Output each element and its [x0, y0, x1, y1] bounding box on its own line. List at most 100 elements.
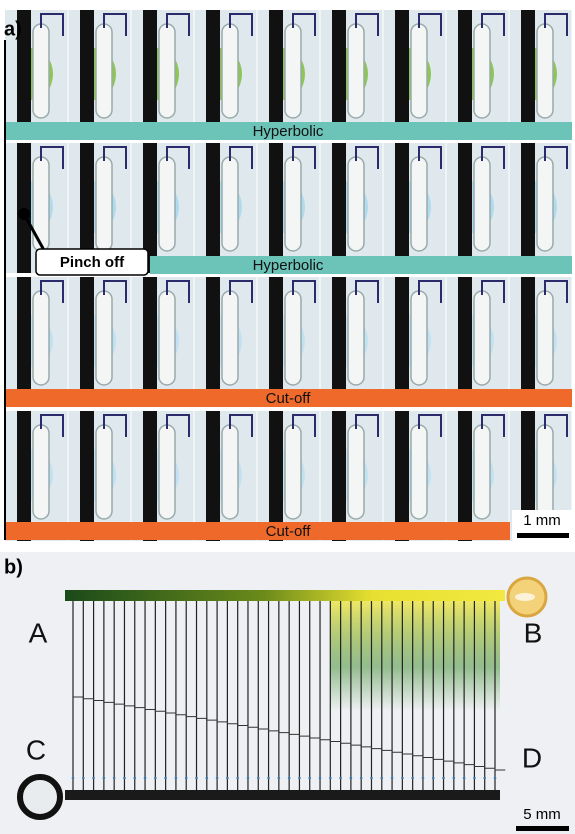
- frame-stripe: [332, 10, 346, 140]
- frame-stripe: [80, 411, 94, 541]
- channel-dot: [133, 777, 136, 780]
- frame-stripe: [143, 277, 157, 407]
- channel-dot: [483, 777, 486, 780]
- frame-stripe: [206, 277, 220, 407]
- pillar: [537, 291, 553, 385]
- channel-dot: [92, 777, 95, 780]
- channel-dot: [103, 777, 106, 780]
- channel-dot: [391, 777, 394, 780]
- panel-label: a): [4, 18, 22, 40]
- frame-stripe: [143, 411, 157, 541]
- pillar: [474, 291, 490, 385]
- inlet-c: [20, 777, 60, 817]
- pillar: [348, 291, 364, 385]
- figure: HyperbolicHyperbolicCut-offCut-offPinch …: [0, 0, 575, 834]
- panel-label: b): [4, 556, 23, 578]
- channel-dot: [463, 777, 466, 780]
- frame-stripe: [17, 411, 31, 541]
- channel-dot: [164, 777, 167, 780]
- frame-stripe: [143, 10, 157, 140]
- frame-stripe: [458, 143, 472, 273]
- frame-stripe: [80, 277, 94, 407]
- pillar: [159, 157, 175, 251]
- channel-dot: [380, 777, 383, 780]
- pillar: [474, 425, 490, 519]
- pillar: [411, 425, 427, 519]
- scale-bar: [517, 533, 569, 538]
- top-channel: [65, 590, 505, 601]
- frame-stripe: [521, 277, 535, 407]
- channel-dot: [422, 777, 425, 780]
- channel-dot: [144, 777, 147, 780]
- channel-dot: [350, 777, 353, 780]
- frame-stripe: [332, 411, 346, 541]
- channel-dot: [257, 777, 260, 780]
- channel-dot: [401, 777, 404, 780]
- channel-dot: [329, 777, 332, 780]
- pillar: [33, 425, 49, 519]
- scale-bar: [516, 826, 569, 831]
- channel-dot: [432, 777, 435, 780]
- channel-dot: [175, 777, 178, 780]
- frame-stripe: [395, 10, 409, 140]
- pillar: [348, 24, 364, 118]
- corner-label: D: [522, 742, 542, 773]
- corner-label: A: [29, 617, 48, 648]
- pillar: [537, 157, 553, 251]
- frame-stripe: [269, 143, 283, 273]
- frame-stripe: [206, 411, 220, 541]
- pillar: [96, 157, 112, 251]
- pillar: [96, 291, 112, 385]
- channel-dot: [226, 777, 229, 780]
- pillar: [285, 24, 301, 118]
- channel-dot: [298, 777, 301, 780]
- pillar: [33, 24, 49, 118]
- corner-label: B: [524, 617, 543, 648]
- pillar: [222, 24, 238, 118]
- channel-dot: [236, 777, 239, 780]
- pillar: [474, 157, 490, 251]
- condition-label: Hyperbolic: [253, 123, 324, 140]
- pillar: [159, 24, 175, 118]
- channel-dot: [278, 777, 281, 780]
- condition-label: Cut-off: [266, 390, 312, 407]
- pillar: [411, 291, 427, 385]
- channel-dot: [308, 777, 311, 780]
- channel-dot: [113, 777, 116, 780]
- frame-stripe: [332, 143, 346, 273]
- frame-stripe: [458, 411, 472, 541]
- frame-stripe: [269, 277, 283, 407]
- frame-stripe: [332, 277, 346, 407]
- pillar: [33, 291, 49, 385]
- pillar: [222, 291, 238, 385]
- pillar: [285, 291, 301, 385]
- channel-dot: [288, 777, 291, 780]
- frame-stripe: [206, 10, 220, 140]
- pillar: [411, 157, 427, 251]
- channel-dot: [247, 777, 250, 780]
- condition-label: Cut-off: [266, 523, 312, 540]
- scale-bar-label: 5 mm: [523, 806, 561, 823]
- scale-bar-label: 1 mm: [523, 512, 561, 529]
- channel-dot: [154, 777, 157, 780]
- frame-stripe: [521, 143, 535, 273]
- channel-dot: [453, 777, 456, 780]
- corner-label: C: [26, 734, 46, 765]
- annotation-label: Pinch off: [60, 254, 125, 271]
- pillar: [411, 24, 427, 118]
- pillar: [285, 425, 301, 519]
- pillar: [537, 425, 553, 519]
- bottom-channel: [65, 790, 500, 800]
- channel-dot: [360, 777, 363, 780]
- frame-stripe: [395, 411, 409, 541]
- channel-dot: [206, 777, 209, 780]
- condition-band: [150, 256, 572, 274]
- channel-dot: [195, 777, 198, 780]
- channel-dot: [494, 777, 497, 780]
- pillar: [474, 24, 490, 118]
- frame-stripe: [206, 143, 220, 273]
- channel-dot: [473, 777, 476, 780]
- frame-stripe: [521, 10, 535, 140]
- frame-stripe: [80, 10, 94, 140]
- pillar: [537, 24, 553, 118]
